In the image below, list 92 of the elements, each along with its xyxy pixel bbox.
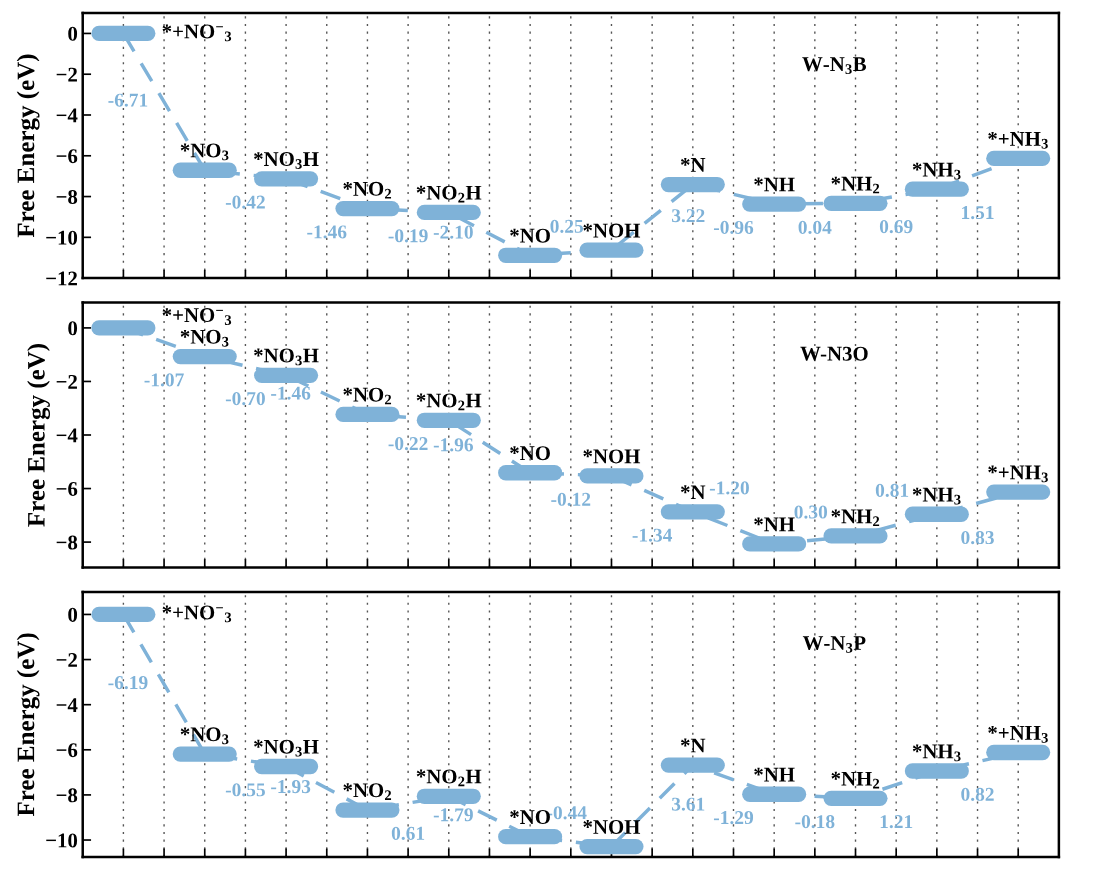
category-label: *NO$_{3}$H bbox=[254, 152, 319, 169]
category-label: *NO$_{3}$ bbox=[180, 329, 229, 347]
category-label: *NH$_{2}$ bbox=[831, 509, 880, 527]
category-label: *NO$_{2}$ bbox=[343, 181, 392, 199]
y-tick-label: −6 bbox=[56, 481, 78, 496]
annotation: 0.25 bbox=[550, 219, 584, 233]
y-tick-label: −2 bbox=[56, 374, 77, 389]
y-tick-label: −4 bbox=[56, 698, 78, 712]
annotation: -1.93 bbox=[271, 780, 311, 794]
annotation: -1.20 bbox=[709, 481, 749, 495]
y-tick-label: −2 bbox=[56, 67, 77, 82]
annotation: 0.04 bbox=[798, 220, 832, 235]
annotation: -1.46 bbox=[271, 386, 311, 400]
y-tick-label: −10 bbox=[46, 230, 78, 245]
y-tick-label: −6 bbox=[56, 149, 78, 164]
category-label: *NOH bbox=[583, 820, 641, 835]
annotation: 3.22 bbox=[671, 209, 705, 223]
category-label: *NO bbox=[510, 810, 550, 825]
annotation: -2.10 bbox=[433, 225, 473, 239]
category-label: *+NH$_{3}$ bbox=[988, 725, 1048, 743]
category-label: *NH$_{2}$ bbox=[831, 176, 880, 194]
annotation: -1.46 bbox=[307, 225, 347, 239]
category-label: *NO$_{3}$ bbox=[180, 143, 229, 161]
annotation: -1.29 bbox=[713, 811, 754, 825]
text: W-N$_{3}$P bbox=[802, 636, 866, 653]
y-tick-label: 0 bbox=[68, 26, 78, 41]
category-label: *+NO$^{−}$$_{3}$ bbox=[162, 308, 232, 325]
category-label: *NO$_{2}$ bbox=[343, 783, 392, 800]
y-tick-label: −8 bbox=[56, 189, 78, 204]
annotation: -1.34 bbox=[632, 528, 673, 542]
category-label: *NO$_{2}$H bbox=[416, 393, 482, 411]
category-label: *NO$_{2}$H bbox=[416, 185, 482, 203]
category-label: *NH$_{3}$ bbox=[912, 487, 961, 505]
annotation: -0.42 bbox=[225, 195, 265, 209]
y-tick-label: −8 bbox=[56, 788, 78, 803]
annotation: -1.79 bbox=[433, 808, 473, 822]
category-label: *N bbox=[680, 738, 706, 753]
y-tick-label: 0 bbox=[68, 321, 78, 336]
text: W-N3O bbox=[800, 346, 868, 361]
annotation: 0.81 bbox=[875, 483, 909, 497]
y-tick-label: −4 bbox=[56, 108, 78, 123]
category-label: *N bbox=[680, 485, 706, 500]
category-label: *+NH$_{3}$ bbox=[988, 131, 1048, 149]
y-tick-label: −6 bbox=[56, 743, 78, 758]
y-tick-label: −12 bbox=[46, 271, 77, 286]
y-tick-label: −8 bbox=[56, 535, 78, 550]
category-label: *NH bbox=[754, 177, 795, 192]
annotation: 0.82 bbox=[961, 787, 994, 801]
category-label: *N bbox=[680, 158, 706, 172]
category-label: *NO$_{2}$ bbox=[343, 387, 392, 405]
annotation: -1.07 bbox=[144, 373, 184, 387]
annotation: -0.70 bbox=[225, 392, 265, 406]
annotation: -0.12 bbox=[551, 492, 591, 506]
annotation: -0.96 bbox=[713, 220, 754, 235]
annotation: 0.61 bbox=[391, 826, 425, 840]
y-axis-title: Free Energy (eV) bbox=[16, 54, 40, 238]
category-label: *NH bbox=[754, 767, 795, 782]
annotation: -0.55 bbox=[225, 783, 265, 797]
annotation: -6.71 bbox=[108, 93, 148, 107]
category-label: *NO$_{3}$H bbox=[254, 739, 319, 757]
annotation: 0.83 bbox=[961, 531, 994, 545]
annotation: 0.69 bbox=[879, 220, 913, 234]
y-tick-label: −2 bbox=[56, 653, 77, 667]
category-label: *+NO$^{−}$$_{3}$ bbox=[162, 605, 232, 623]
category-label: *NO$_{3}$ bbox=[180, 727, 229, 745]
category-label: *NH bbox=[754, 517, 795, 532]
category-label: *NO$_{2}$H bbox=[416, 769, 482, 787]
category-label: *NH$_{2}$ bbox=[831, 771, 880, 789]
category-label: *NH$_{3}$ bbox=[912, 162, 961, 180]
annotation: 1.21 bbox=[880, 815, 913, 829]
category-label: *+NH$_{3}$ bbox=[988, 465, 1048, 483]
y-axis-title: Free Energy (eV) bbox=[27, 344, 51, 527]
y-tick-label: −4 bbox=[56, 428, 78, 443]
category-label: *NO bbox=[510, 228, 550, 243]
category-label: *NH$_{3}$ bbox=[912, 744, 961, 762]
category-label: *+NO$^{−}$$_{3}$ bbox=[162, 24, 232, 42]
annotation: -0.19 bbox=[388, 229, 428, 243]
annotation: 3.61 bbox=[671, 797, 705, 811]
y-tick-label: −10 bbox=[46, 833, 78, 848]
category-label: *NOH bbox=[583, 223, 641, 238]
y-tick-label: 0 bbox=[68, 607, 78, 622]
annotation: -1.96 bbox=[433, 438, 474, 452]
category-label: *NO bbox=[510, 446, 550, 461]
category-label: *NOH bbox=[583, 449, 641, 464]
annotation: 1.51 bbox=[962, 206, 994, 220]
annotation: -6.19 bbox=[108, 676, 148, 690]
annotation: 0.30 bbox=[794, 505, 828, 519]
annotation: -0.22 bbox=[388, 437, 428, 451]
y-axis-title: Free Energy (eV) bbox=[16, 633, 40, 817]
category-label: *NO$_{3}$H bbox=[254, 348, 319, 366]
annotation: -0.18 bbox=[795, 815, 835, 829]
text: W-N$_{3}$B bbox=[802, 57, 867, 74]
